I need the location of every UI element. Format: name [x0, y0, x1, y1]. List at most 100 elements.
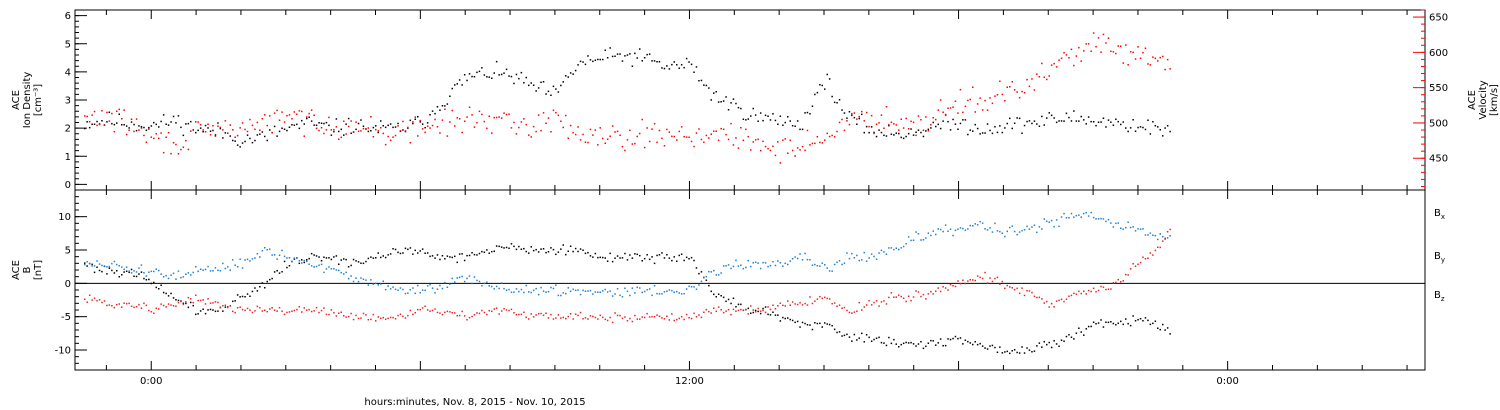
velocity-point [981, 109, 984, 111]
by-point [942, 230, 944, 233]
density-point [589, 59, 592, 61]
by-point [806, 258, 809, 261]
velocity-point [414, 116, 416, 118]
bx-point [451, 256, 453, 259]
bz-point [1087, 289, 1090, 292]
bx-point [121, 274, 123, 276]
density-point [799, 128, 801, 131]
velocity-point [767, 147, 769, 150]
velocity-point [927, 130, 930, 132]
bx-point [979, 342, 981, 345]
density-point [594, 59, 597, 61]
bz-point [199, 299, 202, 302]
density-point [910, 128, 912, 130]
bx-point [113, 272, 116, 274]
density-point [1009, 117, 1011, 120]
bx-point [335, 255, 338, 257]
velocity-point [552, 109, 555, 112]
by-point [93, 265, 96, 267]
bx-point [283, 260, 286, 263]
by-point [577, 289, 579, 291]
bz-legend-name: B [1434, 290, 1441, 301]
bz-point [925, 298, 927, 300]
by-point [1038, 226, 1041, 228]
bz-point [278, 306, 281, 309]
bz-point [767, 306, 769, 308]
bz-point [239, 306, 241, 308]
bz-point [103, 300, 106, 302]
density-point [693, 71, 695, 73]
by-point [912, 239, 915, 241]
bz-point [177, 301, 180, 304]
bz-point [594, 316, 597, 319]
bx-point [804, 322, 806, 325]
velocity-point [515, 133, 518, 135]
velocity-point [547, 117, 550, 119]
bx-point [195, 313, 197, 316]
by-point [491, 285, 493, 288]
bx-point [821, 326, 823, 328]
velocity-point [463, 120, 466, 122]
bz-point [140, 307, 143, 309]
bx-point [160, 284, 162, 286]
velocity-point [1164, 68, 1166, 71]
by-point [1152, 234, 1154, 236]
velocity-point [125, 133, 128, 136]
velocity-point [301, 110, 303, 113]
velocity-point [594, 129, 597, 131]
bx-point [648, 258, 651, 261]
density-point [1043, 124, 1045, 126]
bz-point [636, 318, 638, 320]
density-point [195, 131, 197, 134]
by-point [313, 266, 315, 268]
bx-point [306, 259, 308, 261]
bz-point [377, 316, 379, 318]
velocity-point [537, 114, 540, 116]
velocity-point [362, 127, 365, 130]
bx-point [836, 331, 838, 334]
density-point [1065, 112, 1068, 115]
bz-point [217, 301, 219, 304]
bx-point [214, 310, 217, 313]
bz-point [170, 304, 172, 306]
by-point [629, 294, 631, 297]
bz-point [629, 317, 631, 320]
density-point [1011, 127, 1013, 130]
bz-point [878, 305, 880, 307]
bz-point [577, 314, 579, 317]
bx-point [118, 276, 120, 278]
bx-point [732, 297, 735, 299]
bz-point [621, 317, 624, 320]
density-point [833, 101, 836, 104]
bz-point [229, 305, 231, 307]
by-point [572, 288, 574, 291]
velocity-point [192, 129, 194, 131]
bz-point [1134, 265, 1137, 267]
bx-point [1144, 317, 1147, 319]
bz-point [858, 301, 860, 304]
bz-point [641, 316, 643, 318]
velocity-point [831, 134, 833, 137]
velocity-point [619, 134, 621, 136]
bx-point [537, 251, 540, 253]
bx-point [1001, 352, 1004, 354]
density-point [989, 129, 991, 132]
by-point [382, 280, 384, 282]
density-point [340, 128, 342, 131]
velocity-point [846, 120, 848, 122]
velocity-point [318, 129, 320, 132]
bz-point [352, 318, 355, 321]
density-point [458, 79, 461, 81]
bx-point [976, 343, 979, 346]
bx-point [569, 245, 572, 247]
velocity-point [944, 113, 947, 116]
density-point [685, 57, 688, 60]
velocity-point [256, 121, 259, 124]
velocity-point [939, 99, 942, 101]
velocity-point [269, 115, 271, 117]
bz-point [865, 304, 868, 306]
density-point [510, 75, 513, 78]
density-point [1120, 123, 1122, 126]
velocity-point [113, 130, 116, 133]
by-point [404, 292, 407, 295]
